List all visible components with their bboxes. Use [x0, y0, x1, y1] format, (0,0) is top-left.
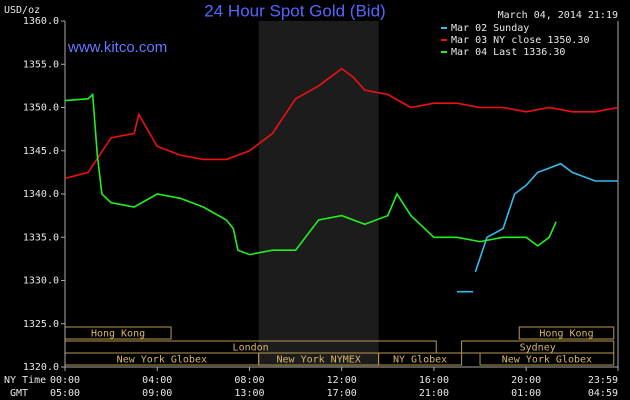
series-line: [64, 67, 619, 180]
source: www.kitco.com: [67, 39, 167, 56]
series-line: [64, 92, 557, 256]
y-tick-label: 1345.0: [23, 146, 59, 157]
legend-label: Mar 02 Sunday: [451, 23, 529, 34]
session-label: New York Globex: [502, 355, 592, 366]
session-label: Hong Kong: [91, 329, 145, 340]
x2-axis-label: GMT: [10, 388, 28, 399]
timestamp: March 04, 2014 21:19: [498, 10, 618, 21]
chart-title: 24 Hour Spot Gold (Bid): [204, 1, 385, 20]
series-line: [457, 162, 618, 293]
y-axis-label: USD/oz: [4, 5, 40, 16]
x-tick-label: 20:00: [511, 375, 541, 386]
y-tick-label: 1350.0: [23, 103, 59, 114]
session-label: New York NYMEX: [276, 355, 360, 366]
x-axis-label: NY Time: [4, 375, 46, 386]
x2-tick-label: 04:59: [588, 388, 618, 399]
session-box: [378, 352, 463, 366]
session-box: [479, 352, 615, 366]
session-label: NY Globex: [393, 355, 447, 366]
x-tick-label: 23:59: [588, 375, 618, 386]
x-tick-label: 16:00: [419, 375, 449, 386]
y-tick-label: 1355.0: [23, 59, 59, 70]
x2-tick-label: 21:00: [419, 388, 449, 399]
x2-tick-label: 17:00: [327, 388, 357, 399]
session-label: Sydney: [520, 343, 556, 354]
legend-label: Mar 04 Last 1336.30: [451, 47, 565, 58]
session-box: [518, 326, 615, 340]
x-tick-label: 08:00: [234, 375, 264, 386]
session-label: New York Globex: [117, 355, 207, 366]
y-tick-label: 1330.0: [23, 276, 59, 287]
x2-tick-label: 09:00: [142, 388, 172, 399]
session-label: London: [233, 343, 269, 354]
legend-label: Mar 03 NY close 1350.30: [451, 35, 589, 46]
y-tick-label: 1320.0: [23, 362, 59, 373]
x-tick-label: 00:00: [50, 375, 80, 386]
x2-tick-label: 05:00: [50, 388, 80, 399]
x-tick-label: 12:00: [327, 375, 357, 386]
y-tick-label: 1335.0: [23, 232, 59, 243]
session-shade: [258, 21, 379, 367]
y-tick-label: 1360.0: [23, 16, 59, 27]
x-tick-label: 04:00: [142, 375, 172, 386]
x2-tick-label: 13:00: [234, 388, 264, 399]
session-label: Hong Kong: [539, 329, 593, 340]
y-tick-label: 1340.0: [23, 189, 59, 200]
x2-tick-label: 01:00: [511, 388, 541, 399]
y-tick-label: 1325.0: [23, 319, 59, 330]
